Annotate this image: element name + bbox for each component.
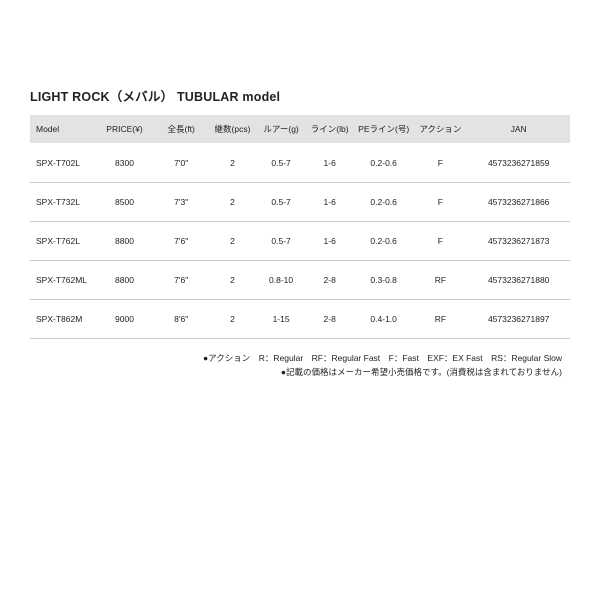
table-cell: 7'6" (154, 222, 208, 261)
column-header: PRICE(¥) (95, 115, 154, 144)
table-cell: 2-8 (305, 300, 354, 339)
table-cell: 1-15 (257, 300, 306, 339)
table-cell: 8500 (95, 183, 154, 222)
table-body: SPX-T702L83007'0"20.5-71-60.2-0.6F457323… (30, 144, 570, 339)
table-cell: 1-6 (305, 144, 354, 183)
column-header: JAN (467, 115, 570, 144)
table-cell: 0.2-0.6 (354, 222, 413, 261)
table-cell: 8300 (95, 144, 154, 183)
table-cell: 0.5-7 (257, 222, 306, 261)
table-cell: 9000 (95, 300, 154, 339)
column-header: Model (30, 115, 95, 144)
column-header: 継数(pcs) (208, 115, 257, 144)
table-cell: 2 (208, 300, 257, 339)
table-cell: 8'6" (154, 300, 208, 339)
spec-sheet: LIGHT ROCK（メバル） TUBULAR model ModelPRICE… (0, 0, 600, 380)
table-cell: 7'0" (154, 144, 208, 183)
table-cell: 4573236271866 (467, 183, 570, 222)
table-cell: F (413, 222, 467, 261)
column-header: 全長(ft) (154, 115, 208, 144)
table-cell: 4573236271880 (467, 261, 570, 300)
table-cell: 8800 (95, 261, 154, 300)
table-cell: F (413, 144, 467, 183)
spec-table: ModelPRICE(¥)全長(ft)継数(pcs)ルアー(g)ライン(lb)P… (30, 115, 570, 339)
table-cell: 2 (208, 144, 257, 183)
footnote-action-legend: ●アクション R：Regular RF：Regular Fast F：Fast … (30, 351, 562, 365)
page-title: LIGHT ROCK（メバル） TUBULAR model (30, 86, 570, 105)
footnotes: ●アクション R：Regular RF：Regular Fast F：Fast … (30, 351, 570, 380)
table-cell: 4573236271859 (467, 144, 570, 183)
table-cell: 2 (208, 222, 257, 261)
column-header: ライン(lb) (305, 115, 354, 144)
table-cell: RF (413, 261, 467, 300)
table-row: SPX-T732L85007'3"20.5-71-60.2-0.6F457323… (30, 183, 570, 222)
table-cell: 0.3-0.8 (354, 261, 413, 300)
table-cell: 0.2-0.6 (354, 183, 413, 222)
table-cell: 8800 (95, 222, 154, 261)
table-cell: 7'6" (154, 261, 208, 300)
table-cell: 7'3" (154, 183, 208, 222)
table-cell: 0.2-0.6 (354, 144, 413, 183)
table-cell: SPX-T732L (30, 183, 95, 222)
table-row: SPX-T862M90008'6"21-152-80.4-1.0RF457323… (30, 300, 570, 339)
table-cell: 1-6 (305, 222, 354, 261)
table-cell: 0.4-1.0 (354, 300, 413, 339)
column-header: ルアー(g) (257, 115, 306, 144)
table-row: SPX-T762ML88007'6"20.8-102-80.3-0.8RF457… (30, 261, 570, 300)
table-row: SPX-T702L83007'0"20.5-71-60.2-0.6F457323… (30, 144, 570, 183)
table-header-row: ModelPRICE(¥)全長(ft)継数(pcs)ルアー(g)ライン(lb)P… (30, 115, 570, 144)
table-cell: 2-8 (305, 261, 354, 300)
table-cell: RF (413, 300, 467, 339)
table-cell: 0.5-7 (257, 144, 306, 183)
table-cell: 1-6 (305, 183, 354, 222)
column-header: アクション (413, 115, 467, 144)
table-cell: 2 (208, 183, 257, 222)
footnote-price-disclaimer: ●記載の価格はメーカー希望小売価格です。(消費税は含まれておりません) (30, 365, 562, 379)
table-cell: 2 (208, 261, 257, 300)
table-cell: SPX-T862M (30, 300, 95, 339)
table-cell: 4573236271897 (467, 300, 570, 339)
table-cell: 0.8-10 (257, 261, 306, 300)
table-cell: SPX-T762L (30, 222, 95, 261)
table-cell: SPX-T762ML (30, 261, 95, 300)
table-cell: 0.5-7 (257, 183, 306, 222)
table-cell: 4573236271873 (467, 222, 570, 261)
table-row: SPX-T762L88007'6"20.5-71-60.2-0.6F457323… (30, 222, 570, 261)
table-cell: F (413, 183, 467, 222)
table-cell: SPX-T702L (30, 144, 95, 183)
column-header: PEライン(号) (354, 115, 413, 144)
